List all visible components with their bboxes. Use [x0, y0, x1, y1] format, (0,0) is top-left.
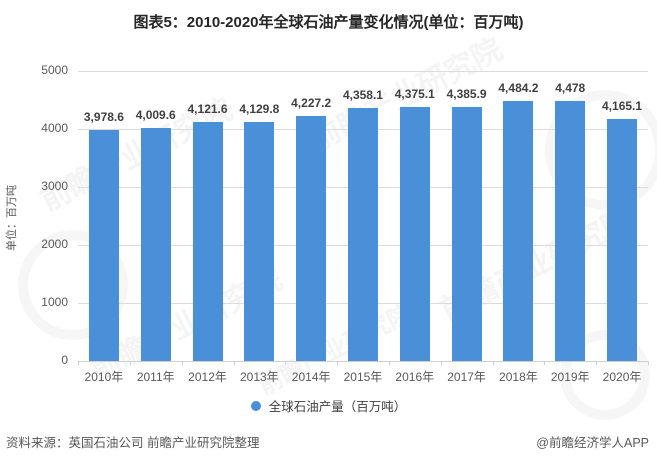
- x-tick-label: 2013年: [239, 370, 279, 384]
- gridline: [78, 361, 648, 362]
- y-tick-label: 3000: [41, 179, 68, 193]
- legend: 全球石油产量（百万吨）: [0, 396, 657, 415]
- x-tick-mark: [337, 361, 339, 365]
- bar-value-label: 4,121.6: [187, 101, 228, 116]
- bar-2015年: [347, 108, 378, 361]
- y-tick-label: 1000: [41, 295, 68, 309]
- bar-slot: 4,484.2: [493, 71, 545, 361]
- gridline: [78, 71, 648, 72]
- bar-value-label: 4,009.6: [135, 108, 176, 123]
- x-tick-label: 2018年: [499, 370, 538, 384]
- bar-2010年: [88, 130, 119, 361]
- bar-slot: 4,358.1: [337, 71, 389, 361]
- x-tick-mark: [492, 361, 494, 365]
- legend-marker-icon: [250, 400, 261, 411]
- x-axis-labels: 2010年 2011年 2012年 2013年 2014年 2015年 2016年 2017年…: [78, 368, 648, 385]
- y-tick-label: 0: [61, 353, 68, 367]
- y-tick-label: 5000: [41, 63, 68, 77]
- bar-value-label: 4,129.8: [239, 101, 280, 116]
- bar-2019年: [555, 101, 586, 361]
- x-tick-label: 2020年: [602, 370, 642, 384]
- x-tick-label: 2019年: [550, 370, 590, 384]
- x-tick-mark: [388, 361, 390, 365]
- x-tick-mark: [544, 361, 546, 365]
- credit-text: @前瞻经济学人APP: [536, 436, 649, 450]
- source-text: 资料来源：英国石油公司 前瞻产业研究院整理: [6, 436, 260, 450]
- x-tick-mark: [181, 361, 183, 365]
- x-tick-label: 2012年: [188, 370, 227, 384]
- bar-value-label: 4,484.2: [498, 80, 539, 95]
- bar-2020年: [607, 119, 638, 361]
- x-tick-label: 2017年: [447, 370, 486, 384]
- bar-value-label: 4,165.1: [602, 99, 643, 114]
- x-tick-mark: [285, 361, 287, 365]
- x-tick-label: 2014年: [291, 370, 331, 384]
- x-tick-mark: [440, 361, 442, 365]
- bar-slot: 4,165.1: [596, 71, 648, 361]
- bar-2012年: [192, 121, 223, 361]
- bar-series: 3,978.6 4,009.6 4,121.6 4,129.8 4,227.2 4,358…: [78, 71, 648, 361]
- bar-slot: 4,385.9: [441, 71, 493, 361]
- bar-2013年: [244, 121, 275, 361]
- x-tick-label: 2011年: [136, 370, 175, 384]
- bar-value-label: 4,227.2: [291, 95, 332, 110]
- bar-2011年: [140, 128, 171, 361]
- bar-value-label: 4,358.1: [342, 88, 383, 103]
- x-tick-mark: [129, 361, 131, 365]
- bar-slot: 4,375.1: [389, 71, 441, 361]
- legend-label: 全球石油产量（百万吨）: [268, 400, 407, 414]
- bar-2018年: [503, 100, 534, 361]
- x-tick-mark: [596, 361, 598, 365]
- footer: 资料来源：英国石油公司 前瞻产业研究院整理 @前瞻经济学人APP: [6, 432, 649, 451]
- bar-slot: 4,121.6: [182, 71, 234, 361]
- x-tick-label: 2016年: [395, 370, 435, 384]
- bar-value-label: 4,478: [555, 81, 586, 96]
- bar-2014年: [296, 115, 327, 361]
- bar-value-label: 4,385.9: [446, 86, 487, 101]
- bar-slot: 4,478: [544, 71, 596, 361]
- y-tick-label: 2000: [41, 237, 68, 251]
- chart-title: 图表5：2010-2020年全球石油产量变化情况(单位：百万吨): [133, 14, 524, 31]
- bar-value-label: 3,978.6: [83, 110, 124, 125]
- x-tick-label: 2015年: [343, 370, 383, 384]
- bar-2017年: [451, 106, 482, 361]
- x-tick-mark: [78, 361, 79, 365]
- x-tick-label: 2010年: [84, 370, 124, 384]
- bar-slot: 4,009.6: [130, 71, 182, 361]
- bar-slot: 3,978.6: [78, 71, 130, 361]
- bar-2016年: [399, 107, 430, 361]
- y-tick-label: 4000: [41, 121, 68, 135]
- bar-slot: 4,129.8: [233, 71, 285, 361]
- bar-slot: 4,227.2: [285, 71, 337, 361]
- plot-area: 3,978.6 4,009.6 4,121.6 4,129.8 4,227.2 4,358…: [78, 71, 649, 365]
- x-tick-mark: [233, 361, 235, 365]
- x-tick-mark: [648, 361, 649, 365]
- bar-value-label: 4,375.1: [394, 87, 435, 102]
